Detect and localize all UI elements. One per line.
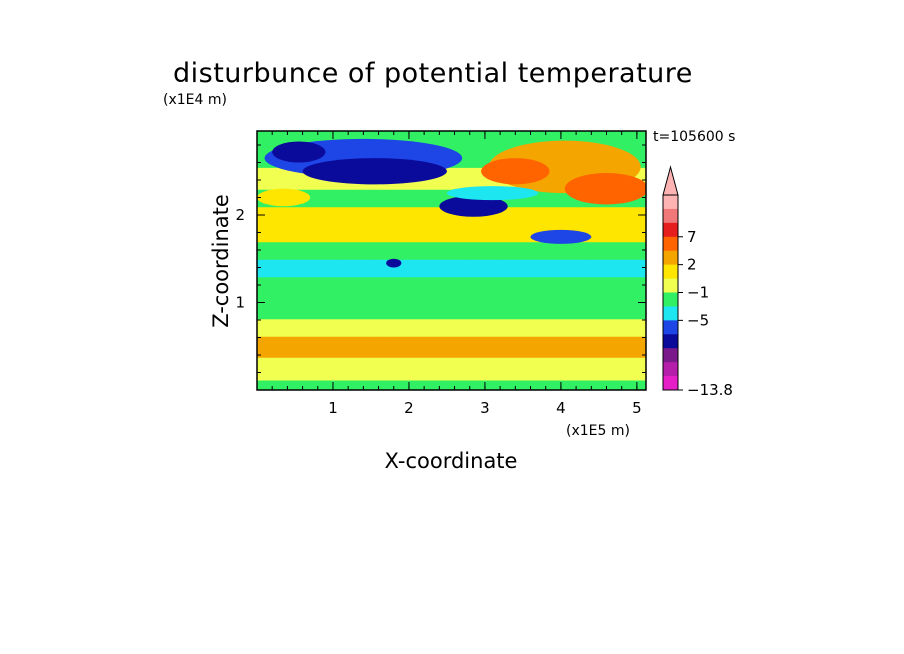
contour-blob: [302, 158, 447, 185]
y-axis-multiplier: (x1E4 m): [163, 92, 227, 108]
contour-blob: [386, 258, 402, 268]
contour-band-edge: [257, 271, 646, 319]
colorbar-swatch: [663, 348, 678, 363]
contour-band-edge: [257, 313, 646, 336]
colorbar-swatch: [663, 376, 678, 391]
x-tick-label: 1: [328, 399, 338, 417]
contour-band-edge: [257, 331, 646, 357]
colorbar-swatch: [663, 362, 678, 377]
contour-band-edge: [257, 374, 646, 390]
time-annotation: t=105600 s: [653, 129, 736, 145]
contour-field: [257, 131, 646, 390]
colorbar-swatch: [663, 236, 678, 252]
colorbar-swatch: [663, 334, 678, 349]
y-tick-label: 1: [235, 294, 245, 312]
colorbar-swatch: [663, 278, 678, 293]
colorbar-swatch: [663, 222, 678, 238]
x-tick-label: 3: [480, 399, 490, 417]
contour-blob: [446, 186, 539, 201]
contour-blob: [564, 173, 646, 205]
colorbar-swatch: [663, 292, 678, 307]
contour-band-edge: [257, 351, 646, 380]
y-tick-label: 2: [235, 206, 245, 224]
colorbar-swatch: [663, 250, 678, 266]
chart-title: disturbunce of potential temperature: [173, 58, 693, 89]
colorbar-swatch: [663, 306, 678, 321]
colorbar-label: −1: [687, 284, 709, 302]
contour-blob: [481, 158, 550, 185]
x-tick-label: 2: [404, 399, 414, 417]
x-tick-label: 4: [556, 399, 566, 417]
plot-frame: [256, 130, 647, 391]
x-axis-multiplier: (x1E5 m): [566, 423, 630, 439]
colorbar-swatch: [663, 208, 678, 224]
colorbar-label: 2: [687, 256, 697, 274]
contour-blob: [257, 188, 311, 207]
x-tick-label: 5: [632, 399, 642, 417]
colorbar-swatch: [663, 320, 678, 335]
colorbar-extend-arrow: [662, 165, 679, 196]
colorbar-swatch: [663, 195, 678, 210]
colorbar-label: −5: [687, 311, 709, 329]
colorbar-label: 7: [687, 228, 697, 246]
colorbar-label: −13.8: [687, 381, 733, 399]
contour-blob: [530, 229, 592, 244]
x-axis-label: X-coordinate: [384, 449, 518, 473]
colorbar-swatch: [663, 264, 678, 280]
contour-blob: [272, 141, 326, 163]
contour-blob: [439, 195, 508, 217]
